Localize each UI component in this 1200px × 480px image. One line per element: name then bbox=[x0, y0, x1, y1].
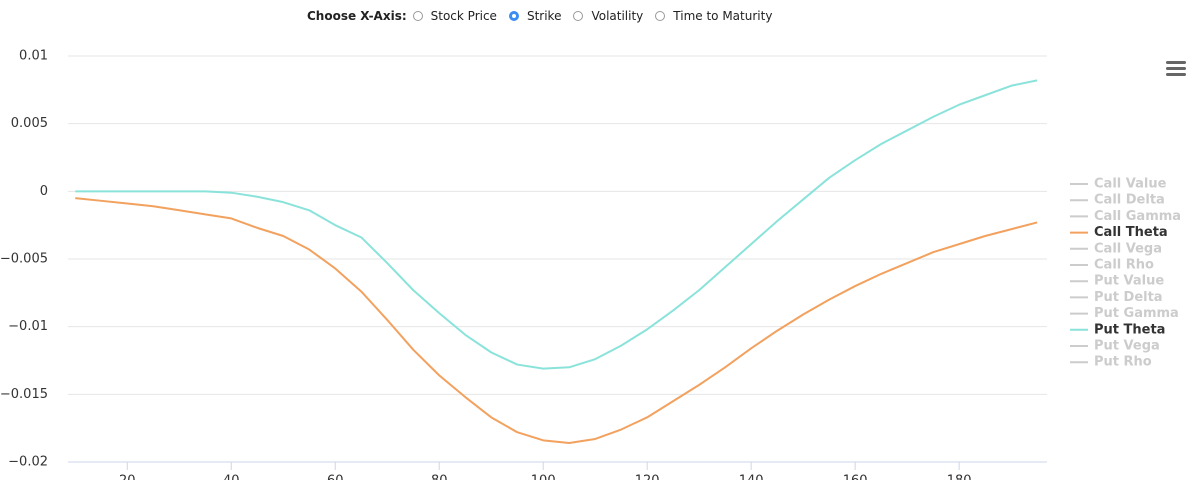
radio-option[interactable]: Volatility bbox=[571, 9, 643, 23]
x-tick-label: 180 bbox=[947, 474, 972, 480]
x-tick-label: 60 bbox=[327, 474, 344, 480]
legend-item[interactable]: Put Rho bbox=[1070, 355, 1152, 370]
radio-option[interactable]: Time to Maturity bbox=[653, 9, 772, 23]
legend-label: Call Gamma bbox=[1094, 209, 1181, 224]
legend-label: Put Theta bbox=[1094, 322, 1165, 337]
radio-option[interactable]: Strike bbox=[507, 9, 562, 23]
y-tick-label: −0.005 bbox=[0, 252, 48, 267]
legend-item[interactable]: Call Value bbox=[1070, 177, 1167, 192]
chooser-label: Choose X-Axis: bbox=[307, 9, 407, 23]
radio-button[interactable] bbox=[573, 11, 584, 21]
legend-label: Call Theta bbox=[1094, 225, 1168, 240]
legend-label: Call Rho bbox=[1094, 258, 1154, 273]
legend-item[interactable]: Call Gamma bbox=[1070, 209, 1181, 224]
menu-bar bbox=[1166, 61, 1186, 64]
radio-label: Volatility bbox=[591, 9, 644, 23]
legend-label: Call Value bbox=[1094, 177, 1167, 192]
y-tick-label: −0.02 bbox=[8, 455, 48, 470]
legend-label: Put Value bbox=[1094, 274, 1164, 289]
legend-item[interactable]: Call Rho bbox=[1070, 258, 1154, 273]
legend-label: Call Delta bbox=[1094, 193, 1165, 208]
x-tick-label: 120 bbox=[635, 474, 660, 480]
x-tick-label: 80 bbox=[431, 474, 448, 480]
legend-label: Put Delta bbox=[1094, 290, 1163, 305]
x-tick-label: 20 bbox=[119, 474, 136, 480]
menu-bar bbox=[1166, 67, 1186, 70]
radio-button[interactable] bbox=[412, 11, 423, 21]
y-tick-label: 0.005 bbox=[11, 116, 48, 131]
x-tick-label: 160 bbox=[843, 474, 868, 480]
legend-label: Put Gamma bbox=[1094, 306, 1179, 321]
y-tick-label: −0.015 bbox=[0, 387, 48, 402]
legend-item[interactable]: Put Value bbox=[1070, 274, 1164, 289]
radio-button[interactable] bbox=[655, 11, 666, 21]
menu-button[interactable] bbox=[1166, 61, 1186, 76]
radio-option[interactable]: Stock Price bbox=[411, 9, 497, 23]
y-tick-label: 0 bbox=[40, 184, 48, 199]
legend-item[interactable]: Call Delta bbox=[1070, 193, 1165, 208]
legend-label: Put Vega bbox=[1094, 339, 1160, 354]
radio-label: Stock Price bbox=[430, 9, 497, 23]
x-tick-label: 40 bbox=[223, 474, 240, 480]
series-line bbox=[75, 197, 1038, 445]
y-tick-label: 0.01 bbox=[19, 49, 48, 64]
radio-label: Time to Maturity bbox=[673, 9, 773, 23]
radio-label: Strike bbox=[526, 9, 562, 23]
legend-item[interactable]: Call Vega bbox=[1070, 241, 1162, 256]
legend-item[interactable]: Put Gamma bbox=[1070, 306, 1179, 321]
legend-label: Put Rho bbox=[1094, 355, 1152, 370]
series-line bbox=[75, 79, 1038, 370]
x-tick-label: 100 bbox=[531, 474, 556, 480]
legend-item[interactable]: Put Vega bbox=[1070, 339, 1160, 354]
legend-item[interactable]: Put Delta bbox=[1070, 290, 1163, 305]
x-axis-chooser: Choose X-Axis: Stock Price Strike Volatili… bbox=[307, 9, 782, 23]
radio-button[interactable] bbox=[508, 11, 519, 21]
legend-item[interactable]: Call Theta bbox=[1070, 225, 1168, 240]
legend-item[interactable]: Put Theta bbox=[1070, 322, 1165, 337]
x-tick-label: 140 bbox=[739, 474, 764, 480]
menu-bar bbox=[1166, 73, 1186, 76]
legend-label: Call Vega bbox=[1094, 241, 1162, 256]
y-tick-label: −0.01 bbox=[8, 319, 48, 334]
